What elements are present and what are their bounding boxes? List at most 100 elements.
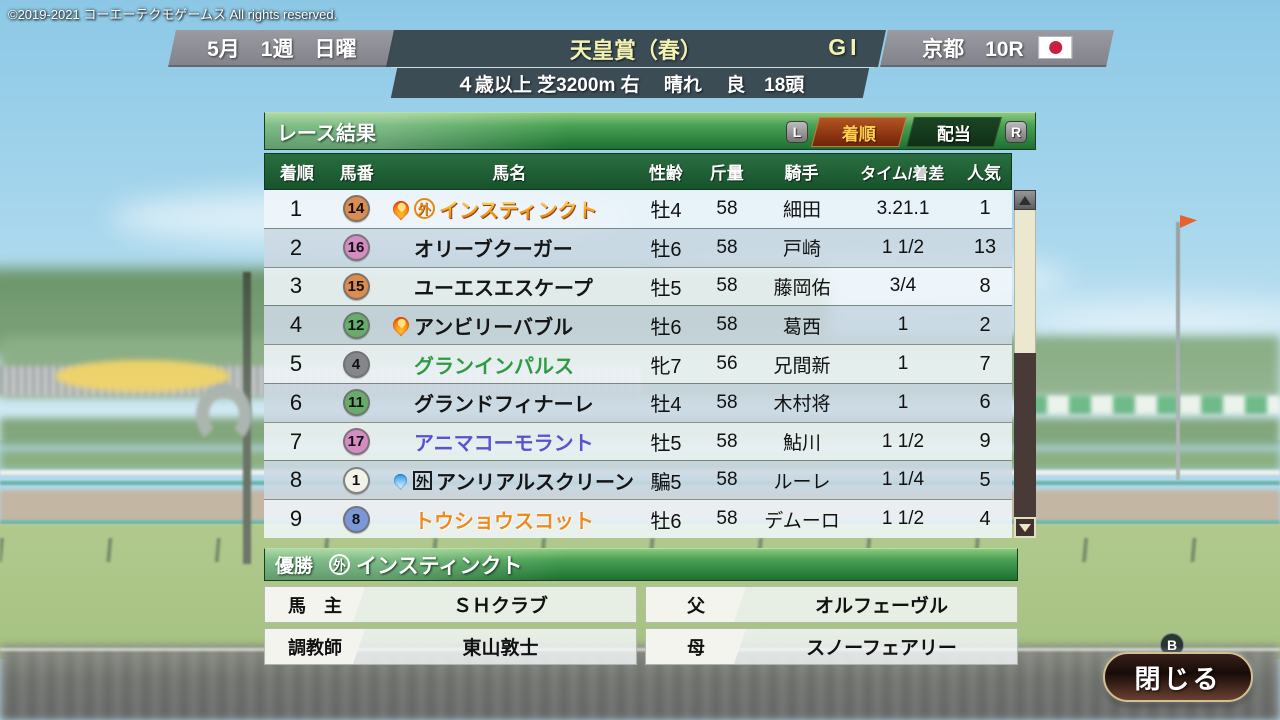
horse-number-badge: 12 <box>342 311 370 339</box>
tab-group: L 着順 配当 R <box>786 117 1027 147</box>
cell-sex-age: 牡6 <box>650 239 682 262</box>
column-header-horse-name: 馬名 <box>492 164 527 183</box>
cell-time: 1 <box>897 353 909 375</box>
horse-number-badge: 15 <box>342 272 370 300</box>
column-header-jockey: 騎手 <box>784 164 819 183</box>
cell-pos: 4 <box>289 312 303 338</box>
water-drop-icon <box>391 471 410 490</box>
table-row[interactable]: 5 4 外 外 グランインパルス 牝7 56 兄間新 1 7 <box>264 344 1012 383</box>
tab-finish-order[interactable]: 着順 <box>810 117 908 147</box>
horse-name: インスティンクト <box>439 194 597 223</box>
horse-name: グランドフィナーレ <box>414 394 594 417</box>
race-conditions-box: ４歳以上 芝3200m 右 晴れ 良 18頭 <box>390 68 870 98</box>
table-row[interactable]: 3 15 外 外 ユーエスエスケープ 牡5 58 藤岡佑 3/4 8 <box>264 266 1012 306</box>
cell-sex-age: 牡4 <box>650 394 682 417</box>
cell-fav: 8 <box>979 274 991 297</box>
table-row[interactable]: 7 17 外 外 アニマコーモラント 牡5 58 鮎川 1 1/2 9 <box>264 421 1012 461</box>
field-sire-value: オルフェーヴル <box>814 596 948 617</box>
cell-jockey: 鮎川 <box>782 433 821 455</box>
horse-name: オリーブクーガー <box>414 239 573 262</box>
shoulder-button-l-hint[interactable]: L <box>786 121 808 143</box>
table-row[interactable]: 1 14 外 外 インスティンクト 牡4 58 細田 3.21.1 1 <box>264 190 1012 228</box>
horse-number-badge: 14 <box>342 195 370 223</box>
winner-mark-circle-gai: 外 <box>329 554 351 575</box>
cell-pos: 5 <box>289 351 303 377</box>
cell-time: 3.21.1 <box>876 197 930 219</box>
cell-jockey: ルーレ <box>773 471 831 493</box>
field-trainer-value: 東山敦士 <box>462 638 539 659</box>
race-name: 天皇賞（春） <box>569 37 702 63</box>
cell-fav: 6 <box>979 391 991 414</box>
venue-box: 京都 10R <box>880 30 1114 67</box>
cell-jockey: 細田 <box>782 200 821 222</box>
cell-sex-age: 牡6 <box>650 316 682 339</box>
scroll-up-button[interactable] <box>1014 190 1036 210</box>
horse-name: グランインパルス <box>414 355 574 378</box>
horse-number-badge: 16 <box>342 234 370 262</box>
scrollbar-thumb[interactable] <box>1014 210 1036 353</box>
cell-weight: 58 <box>716 430 738 452</box>
cell-sex-age: 牡4 <box>650 200 682 223</box>
table-row[interactable]: 9 8 外 外 トウショウスコット 牡6 58 デムーロ 1 1/2 4 <box>264 499 1012 539</box>
cell-jockey: 兄間新 <box>773 355 831 377</box>
cell-pos: 8 <box>289 467 303 493</box>
field-trainer: 調教師 東山敦士 <box>264 628 637 665</box>
horse-name: ユーエスエスケープ <box>414 277 593 300</box>
mark-square-gai: 外 <box>413 470 432 490</box>
cell-weight: 58 <box>716 469 738 491</box>
table-row[interactable]: 8 1 外 外 アンリアルスクリーン 騙5 58 ルーレ 1 1/4 5 <box>264 460 1012 500</box>
cell-time: 1 <box>897 391 909 413</box>
tab-payout[interactable]: 配当 <box>905 117 1003 147</box>
cell-fav: 13 <box>973 236 997 259</box>
cell-pos: 7 <box>289 428 303 454</box>
cell-jockey: 戸崎 <box>782 239 821 261</box>
copyright-notice: ©2019-2021 コーエーテクモゲームス All rights reserv… <box>8 7 338 22</box>
table-row[interactable]: 4 12 外 外 アンビリーバブル 牡6 58 葛西 1 2 <box>264 305 1012 345</box>
venue-text: 京都 10R <box>922 37 1024 61</box>
column-header-sex-age: 性齢 <box>648 164 683 183</box>
cell-time: 1 1/2 <box>881 508 925 530</box>
column-header-position: 着順 <box>279 164 314 183</box>
scroll-down-button[interactable] <box>1014 517 1036 538</box>
cell-jockey: 葛西 <box>782 316 821 338</box>
cell-time: 3/4 <box>889 275 917 297</box>
race-results-panel: レース結果 L 着順 配当 R 着順 馬番 馬名 性齢 斤量 騎手 タイム/着差… <box>264 112 1036 539</box>
horse-name: アンビリーバブル <box>414 316 573 339</box>
column-header-time-margin: タイム/着差 <box>860 165 945 183</box>
field-sire: 父 オルフェーヴル <box>645 586 1018 623</box>
close-button[interactable]: 閉じる <box>1103 652 1253 702</box>
cell-weight: 56 <box>716 353 738 375</box>
cell-pos: 1 <box>289 195 303 221</box>
cell-fav: 2 <box>979 313 991 336</box>
results-table-body: 1 14 外 外 インスティンクト 牡4 58 細田 3.21.1 1 2 16 <box>264 190 1012 539</box>
table-row[interactable]: 6 11 外 外 グランドフィナーレ 牡4 58 木村将 1 6 <box>264 382 1012 422</box>
horse-name: アニマコーモラント <box>414 433 594 456</box>
panel-title: レース結果 <box>277 122 376 145</box>
horse-number-badge: 4 <box>342 350 370 378</box>
field-dam-label: 母 <box>646 629 746 664</box>
horse-number-badge: 11 <box>342 389 370 417</box>
mark-circle-gai: 外 <box>414 198 435 220</box>
field-dam-value: スノーフェアリー <box>806 638 957 659</box>
field-owner-label: 馬 主 <box>265 587 365 622</box>
race-grade-badge: GI <box>827 34 861 60</box>
cell-fav: 7 <box>979 352 991 375</box>
table-row[interactable]: 2 16 外 外 オリーブクーガー 牡6 58 戸崎 1 1/2 13 <box>264 227 1012 267</box>
cell-sex-age: 牡6 <box>650 510 682 533</box>
cell-weight: 58 <box>716 197 738 219</box>
date-text: 5月 1週 日曜 <box>207 37 357 61</box>
race-conditions: ４歳以上 芝3200m 右 晴れ 良 18頭 <box>455 74 805 96</box>
date-box: 5月 1週 日曜 <box>168 30 396 67</box>
horse-number-badge: 8 <box>342 505 370 533</box>
japan-flag-icon <box>1037 36 1072 59</box>
cell-fav: 5 <box>979 468 991 491</box>
condition-icon-slot <box>388 313 414 337</box>
horse-number-badge: 17 <box>342 428 370 456</box>
results-scrollbar[interactable] <box>1014 190 1036 538</box>
cell-jockey: 藤岡佑 <box>773 277 831 299</box>
field-sire-label: 父 <box>646 587 746 622</box>
cell-sex-age: 牝7 <box>650 355 682 378</box>
shoulder-button-r-hint[interactable]: R <box>1005 121 1027 143</box>
condition-icon-slot <box>388 197 414 221</box>
